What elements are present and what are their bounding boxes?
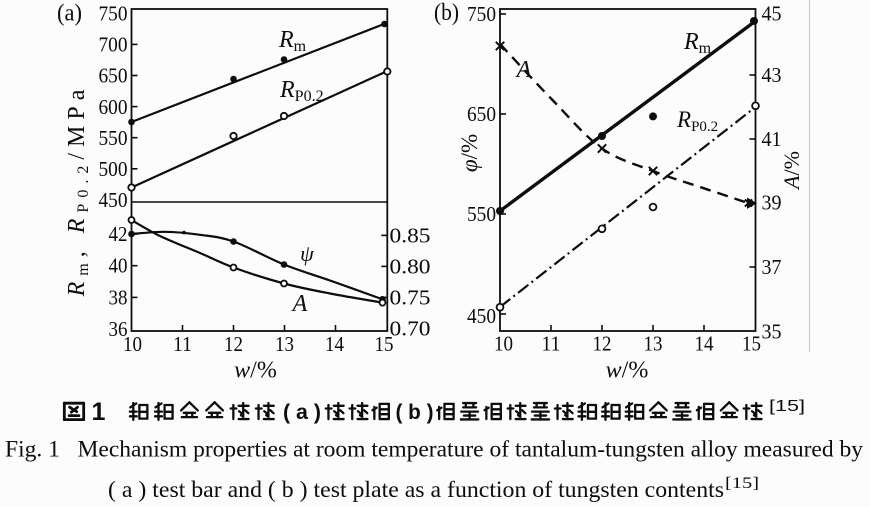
svg-text:A: A xyxy=(515,57,532,83)
svg-text:12: 12 xyxy=(593,332,612,356)
svg-text:RP0.2: RP0.2 xyxy=(279,77,324,105)
svg-text:Rm, RP0.2/MPa: Rm, RP0.2/MPa xyxy=(64,84,92,298)
svg-text:500: 500 xyxy=(99,157,128,181)
svg-text:10: 10 xyxy=(123,332,142,356)
svg-text:0.85: 0.85 xyxy=(390,223,431,247)
svg-text:( b ): ( b ) xyxy=(396,401,434,424)
svg-text:14: 14 xyxy=(695,332,714,356)
svg-text:A/%: A/% xyxy=(779,151,804,191)
svg-text:A: A xyxy=(291,291,308,317)
svg-text:14: 14 xyxy=(325,332,344,356)
svg-text:Fig. 1 Mechanism properties: Fig. 1 Mechanism properties at room temp… xyxy=(5,437,864,462)
svg-text:35: 35 xyxy=(762,320,782,344)
svg-text:φ/%: φ/% xyxy=(457,134,482,172)
svg-text:[15]: [15] xyxy=(769,398,805,415)
svg-text:37: 37 xyxy=(762,255,782,279)
svg-text:1: 1 xyxy=(92,398,106,426)
svg-text:700: 700 xyxy=(99,33,128,57)
svg-text:( a ): ( a ) xyxy=(283,401,321,424)
svg-text:38: 38 xyxy=(109,285,128,309)
svg-text:[15]: [15] xyxy=(725,475,759,492)
svg-text:650: 650 xyxy=(467,102,496,126)
svg-text:600: 600 xyxy=(99,95,128,119)
svg-text:550: 550 xyxy=(99,126,128,150)
svg-text:650: 650 xyxy=(99,64,128,88)
svg-text:0.75: 0.75 xyxy=(390,285,431,309)
svg-text:w/%: w/% xyxy=(606,357,649,383)
svg-text:0.80: 0.80 xyxy=(390,254,431,278)
svg-text:13: 13 xyxy=(644,332,663,356)
svg-text:15: 15 xyxy=(742,332,761,356)
svg-text:13: 13 xyxy=(275,332,294,356)
svg-text:36: 36 xyxy=(109,317,128,341)
svg-text:39: 39 xyxy=(762,191,782,215)
svg-text:(a): (a) xyxy=(57,1,82,27)
svg-text:11: 11 xyxy=(542,332,561,356)
svg-text:0.70: 0.70 xyxy=(390,316,431,340)
svg-text:10: 10 xyxy=(494,332,513,356)
svg-text:43: 43 xyxy=(762,63,782,87)
svg-text:12: 12 xyxy=(224,332,243,356)
svg-text:( a ) test bar and ( b ) test: ( a ) test bar and ( b ) test plate as a… xyxy=(108,477,724,502)
svg-text:Rm: Rm xyxy=(683,29,712,57)
svg-text:450: 450 xyxy=(467,304,496,328)
svg-text:750: 750 xyxy=(99,2,128,26)
svg-text:550: 550 xyxy=(467,202,496,226)
svg-text:ψ: ψ xyxy=(300,241,314,266)
svg-text:15: 15 xyxy=(375,332,394,356)
svg-text:42: 42 xyxy=(109,222,128,246)
svg-text:41: 41 xyxy=(762,127,782,151)
svg-text:RP0.2: RP0.2 xyxy=(676,107,718,135)
svg-text:45: 45 xyxy=(762,2,782,26)
svg-text:750: 750 xyxy=(467,2,496,26)
svg-text:w/%: w/% xyxy=(234,357,277,383)
svg-text:450: 450 xyxy=(99,188,128,212)
svg-text:(b): (b) xyxy=(434,0,459,26)
svg-text:11: 11 xyxy=(173,332,192,356)
svg-text:Rm: Rm xyxy=(278,27,307,55)
svg-text:40: 40 xyxy=(109,254,128,278)
